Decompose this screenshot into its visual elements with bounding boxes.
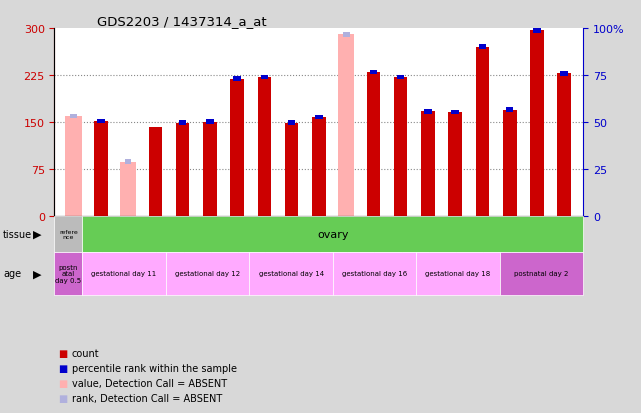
Text: ▶: ▶ bbox=[33, 229, 42, 240]
Bar bbox=[370, 70, 377, 75]
Text: rank, Detection Call = ABSENT: rank, Detection Call = ABSENT bbox=[72, 393, 222, 403]
Bar bbox=[65, 116, 82, 217]
Bar bbox=[397, 76, 404, 80]
Bar bbox=[230, 80, 244, 217]
Bar bbox=[206, 120, 213, 125]
Bar bbox=[285, 123, 299, 217]
Bar bbox=[479, 45, 487, 50]
Text: gestational day 12: gestational day 12 bbox=[175, 271, 240, 277]
Bar bbox=[94, 121, 108, 217]
Bar bbox=[315, 116, 322, 120]
Bar bbox=[394, 78, 408, 217]
Text: ■: ■ bbox=[58, 363, 67, 373]
Text: GDS2203 / 1437314_a_at: GDS2203 / 1437314_a_at bbox=[97, 15, 267, 28]
Bar bbox=[312, 118, 326, 217]
Text: ▶: ▶ bbox=[33, 268, 42, 279]
Bar bbox=[500, 252, 583, 295]
Text: ovary: ovary bbox=[317, 229, 349, 240]
Bar bbox=[149, 128, 162, 217]
Bar bbox=[70, 114, 77, 119]
Bar bbox=[166, 252, 249, 295]
Bar bbox=[125, 160, 131, 165]
Text: ■: ■ bbox=[58, 393, 67, 403]
Bar bbox=[367, 73, 380, 217]
Bar bbox=[560, 72, 568, 76]
Bar bbox=[506, 108, 513, 113]
Bar bbox=[448, 113, 462, 217]
Bar bbox=[179, 121, 187, 126]
Bar bbox=[503, 110, 517, 217]
Bar bbox=[54, 217, 82, 252]
Text: value, Detection Call = ABSENT: value, Detection Call = ABSENT bbox=[72, 378, 227, 388]
Bar bbox=[120, 162, 137, 217]
Bar bbox=[54, 252, 82, 295]
Bar bbox=[203, 122, 217, 217]
Bar bbox=[258, 78, 271, 217]
Text: age: age bbox=[3, 268, 21, 279]
Text: postn
atal
day 0.5: postn atal day 0.5 bbox=[55, 264, 81, 283]
Text: gestational day 14: gestational day 14 bbox=[258, 271, 324, 277]
Bar bbox=[249, 252, 333, 295]
Text: ■: ■ bbox=[58, 378, 67, 388]
Bar bbox=[533, 29, 541, 34]
Text: refere
nce: refere nce bbox=[59, 229, 78, 240]
Bar bbox=[451, 111, 459, 115]
Text: gestational day 18: gestational day 18 bbox=[426, 271, 491, 277]
Bar bbox=[476, 47, 489, 217]
Bar bbox=[333, 252, 416, 295]
Text: postnatal day 2: postnatal day 2 bbox=[514, 271, 569, 277]
Text: gestational day 11: gestational day 11 bbox=[92, 271, 156, 277]
Bar bbox=[82, 252, 166, 295]
Bar bbox=[288, 121, 296, 126]
Text: ■: ■ bbox=[58, 348, 67, 358]
Bar bbox=[233, 77, 241, 82]
Text: count: count bbox=[72, 348, 99, 358]
Bar bbox=[176, 123, 190, 217]
Text: percentile rank within the sample: percentile rank within the sample bbox=[72, 363, 237, 373]
Text: tissue: tissue bbox=[3, 229, 32, 240]
Bar bbox=[338, 35, 354, 217]
Bar bbox=[343, 33, 349, 38]
Bar bbox=[97, 119, 104, 124]
Bar bbox=[421, 112, 435, 217]
Bar bbox=[416, 252, 500, 295]
Bar bbox=[530, 31, 544, 217]
Bar bbox=[424, 110, 431, 114]
Text: gestational day 16: gestational day 16 bbox=[342, 271, 407, 277]
Bar bbox=[261, 76, 268, 80]
Bar bbox=[558, 74, 571, 217]
